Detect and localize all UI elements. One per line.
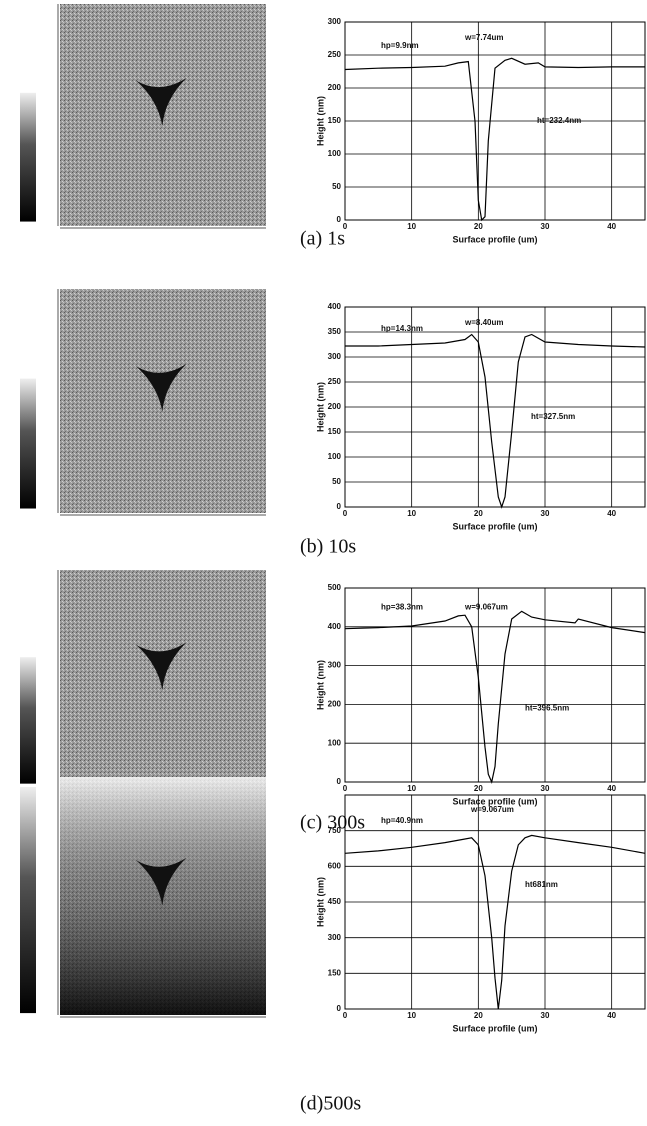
y-tick-label: 400	[328, 302, 342, 311]
annotation: hp=14.3nm	[381, 324, 423, 333]
y-tick-label: 100	[328, 149, 342, 158]
color-bar	[20, 92, 36, 222]
y-tick-label: 200	[328, 402, 342, 411]
x-tick-label: 0	[343, 1011, 348, 1020]
x-tick-label: 20	[474, 222, 483, 231]
indent	[136, 642, 187, 691]
y-tick-label: 150	[328, 968, 342, 977]
y-tick-label: 100	[328, 738, 342, 747]
annotation: ht=232.4nm	[537, 116, 581, 125]
y-tick-label: 400	[328, 622, 342, 631]
y-tick-label: 100	[328, 452, 342, 461]
x-tick-label: 20	[474, 509, 483, 518]
annotation: w=8.40um	[464, 318, 503, 327]
indent	[136, 857, 187, 906]
x-tick-label: 10	[407, 509, 416, 518]
annotation: hp=38.3nm	[381, 603, 423, 612]
plot-frame	[344, 587, 646, 783]
y-tick-label: 200	[328, 700, 342, 709]
caption: (d)500s	[300, 1093, 361, 1115]
y-tick-label: 300	[328, 661, 342, 670]
y-tick-label: 600	[328, 861, 342, 870]
annotation: hp=40.9nm	[381, 816, 423, 825]
x-axis-label: Surface profile (um)	[452, 796, 537, 806]
x-tick-label: 20	[474, 784, 483, 793]
y-tick-label: 250	[328, 377, 342, 386]
caption: (c) 300s	[300, 812, 365, 834]
x-tick-label: 40	[607, 1011, 616, 1020]
color-bar	[20, 787, 36, 1014]
profile-line	[344, 57, 645, 222]
y-tick-label: 0	[337, 215, 342, 224]
y-tick-label: 350	[328, 327, 342, 336]
annotation: ht=396.5nm	[525, 703, 569, 712]
y-axis-label: Height (nm)	[315, 96, 325, 146]
y-tick-label: 450	[328, 897, 342, 906]
x-tick-label: 0	[343, 509, 348, 518]
x-tick-label: 10	[407, 1011, 416, 1020]
annotation: hp=9.9nm	[381, 41, 419, 50]
x-tick-label: 40	[607, 784, 616, 793]
x-axis-label: Surface profile (um)	[452, 1023, 537, 1033]
y-tick-label: 50	[332, 477, 341, 486]
x-axis-label: Surface profile (um)	[452, 521, 537, 531]
y-axis-label: Height (nm)	[315, 660, 325, 710]
color-bar	[20, 657, 36, 784]
x-tick-label: 40	[607, 222, 616, 231]
y-tick-label: 750	[328, 826, 342, 835]
y-tick-label: 0	[337, 777, 342, 786]
x-tick-label: 30	[541, 222, 550, 231]
annotation: ht681nm	[525, 880, 558, 889]
annotation: w=7.74um	[464, 33, 503, 42]
x-tick-label: 40	[607, 509, 616, 518]
profile-line	[344, 834, 646, 1010]
x-tick-label: 10	[407, 784, 416, 793]
profile-line	[345, 333, 646, 509]
profile-line	[344, 610, 646, 784]
y-tick-label: 0	[337, 1004, 342, 1013]
y-tick-label: 250	[328, 50, 342, 59]
x-tick-label: 10	[407, 222, 416, 231]
x-tick-label: 30	[541, 1011, 550, 1020]
y-tick-label: 500	[328, 583, 342, 592]
x-tick-label: 20	[474, 1011, 483, 1020]
x-tick-label: 0	[343, 784, 348, 793]
x-axis-label: Surface profile (um)	[452, 234, 537, 244]
y-tick-label: 200	[328, 83, 342, 92]
y-tick-label: 300	[328, 933, 342, 942]
caption: (b) 10s	[300, 536, 356, 558]
y-tick-label: 150	[328, 116, 342, 125]
color-bar	[20, 378, 36, 509]
y-axis-label: Height (nm)	[315, 877, 325, 927]
y-tick-label: 300	[328, 352, 342, 361]
annotation: w=9.067um	[470, 805, 514, 814]
annotation: ht=327.5nm	[531, 412, 575, 421]
caption: (a) 1s	[300, 228, 345, 250]
y-tick-label: 0	[337, 502, 342, 511]
indent	[136, 363, 187, 412]
x-tick-label: 30	[541, 509, 550, 518]
x-tick-label: 30	[541, 784, 550, 793]
y-tick-label: 150	[328, 427, 342, 436]
indent	[136, 78, 187, 127]
y-axis-label: Height (nm)	[315, 382, 325, 432]
annotation: w=9.067um	[464, 603, 508, 612]
y-tick-label: 300	[328, 17, 342, 26]
y-tick-label: 50	[332, 182, 341, 191]
x-tick-label: 0	[343, 222, 348, 231]
